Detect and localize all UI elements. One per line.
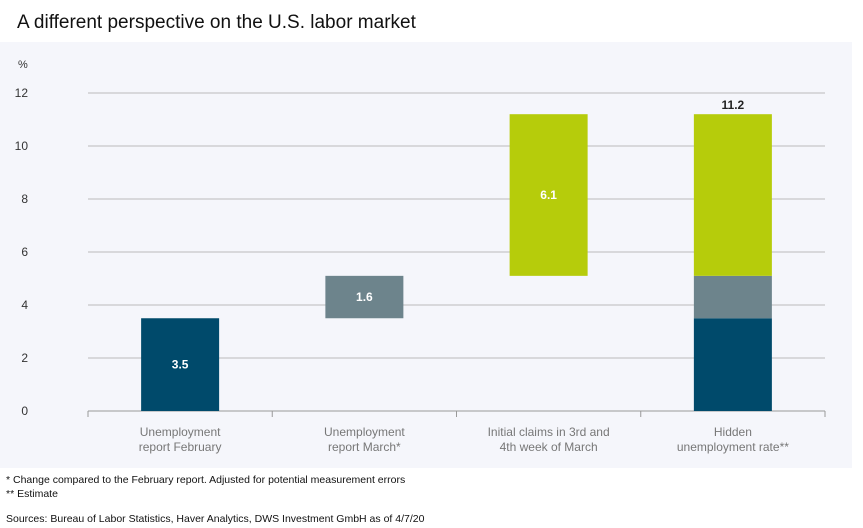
- data-label: 6.1: [540, 188, 557, 202]
- x-tick-label: Unemployment report February: [139, 425, 222, 454]
- data-label: 1.6: [356, 290, 373, 304]
- footnote-2: ** Estimate: [6, 488, 58, 500]
- bar-segment: [693, 275, 772, 319]
- bar-segment: [325, 275, 404, 319]
- data-label: 11.2: [722, 98, 745, 112]
- x-tick-label: Initial claims in 3rd and 4th week of Mar…: [488, 425, 610, 454]
- footnote-1: * Change compared to the February report…: [6, 474, 406, 486]
- chart-title: A different perspective on the U.S. labo…: [17, 12, 416, 33]
- sources: Sources: Bureau of Labor Statistics, Hav…: [6, 513, 425, 525]
- y-tick-label: 0: [21, 404, 28, 418]
- x-tick-label: Hidden unemployment rate**: [677, 425, 789, 454]
- bar-segment: [693, 318, 772, 411]
- y-tick-label: 4: [21, 298, 28, 312]
- x-tick-label: Unemployment report March*: [324, 425, 405, 454]
- y-tick-label: 2: [21, 351, 28, 365]
- y-tick-label: 8: [21, 192, 28, 206]
- bar-segment: [141, 318, 220, 411]
- bar-segment: [693, 114, 772, 276]
- data-label: 3.5: [172, 358, 189, 372]
- bar-segment: [509, 114, 588, 276]
- y-tick-label: 6: [21, 245, 28, 259]
- y-tick-label: 12: [15, 86, 29, 100]
- y-axis-label: %: [18, 59, 28, 71]
- y-tick-label: 10: [15, 139, 29, 153]
